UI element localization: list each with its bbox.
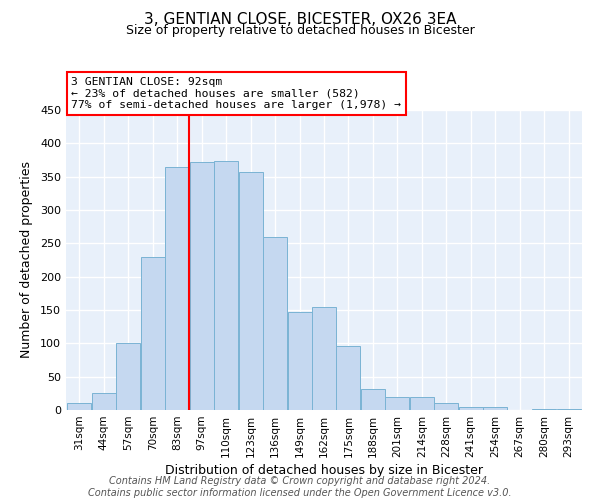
Bar	[385, 396, 409, 410]
Bar	[214, 162, 238, 410]
X-axis label: Distribution of detached houses by size in Bicester: Distribution of detached houses by size …	[165, 464, 483, 477]
Bar	[532, 408, 556, 410]
Bar	[116, 344, 140, 410]
Bar	[263, 236, 287, 410]
Text: Contains HM Land Registry data © Crown copyright and database right 2024.
Contai: Contains HM Land Registry data © Crown c…	[88, 476, 512, 498]
Bar	[165, 166, 189, 410]
Bar	[410, 396, 434, 410]
Bar	[92, 394, 116, 410]
Bar	[190, 162, 214, 410]
Bar	[337, 346, 361, 410]
Bar	[239, 172, 263, 410]
Bar	[434, 404, 458, 410]
Bar	[312, 306, 336, 410]
Bar	[557, 408, 581, 410]
Bar	[361, 388, 385, 410]
Bar	[459, 408, 483, 410]
Text: 3 GENTIAN CLOSE: 92sqm
← 23% of detached houses are smaller (582)
77% of semi-de: 3 GENTIAN CLOSE: 92sqm ← 23% of detached…	[71, 77, 401, 110]
Bar	[287, 312, 311, 410]
Bar	[141, 256, 165, 410]
Text: Size of property relative to detached houses in Bicester: Size of property relative to detached ho…	[125, 24, 475, 37]
Bar	[67, 404, 91, 410]
Y-axis label: Number of detached properties: Number of detached properties	[20, 162, 33, 358]
Bar	[483, 406, 507, 410]
Text: 3, GENTIAN CLOSE, BICESTER, OX26 3EA: 3, GENTIAN CLOSE, BICESTER, OX26 3EA	[144, 12, 456, 28]
